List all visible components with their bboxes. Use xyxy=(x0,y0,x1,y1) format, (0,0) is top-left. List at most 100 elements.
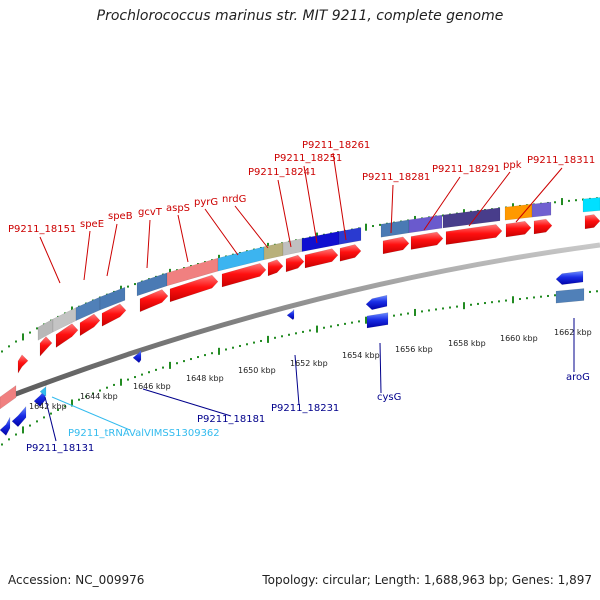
scale-label: 1660 kbp xyxy=(500,334,538,343)
forward-feature xyxy=(99,286,126,311)
gene-label-forward[interactable]: nrdG xyxy=(222,194,246,205)
tick-lower xyxy=(554,294,556,297)
tick-lower xyxy=(463,302,465,310)
tick-lower xyxy=(225,348,227,351)
tick-lower xyxy=(239,344,241,347)
gene-label-forward[interactable]: P9211_18281 xyxy=(362,172,430,183)
tick-lower xyxy=(148,371,150,374)
tick-lower xyxy=(288,333,290,336)
forward-feature xyxy=(582,197,600,213)
tick-lower xyxy=(232,346,234,349)
forward-cds xyxy=(382,236,410,255)
gene-label-forward[interactable]: P9211_18251 xyxy=(274,153,342,164)
gene-label-forward[interactable]: ppk xyxy=(503,160,522,171)
tick-lower xyxy=(43,416,45,419)
tick-lower xyxy=(218,347,220,355)
tick-lower xyxy=(120,378,122,386)
tick-lower xyxy=(533,296,535,299)
tick-lower xyxy=(85,395,87,398)
label-connector xyxy=(204,208,239,256)
accession-label: Accession: NC_009976 xyxy=(8,573,145,587)
scale-label: 1654 kbp xyxy=(342,351,380,360)
tick-lower xyxy=(169,361,171,369)
tick-lower xyxy=(309,329,311,332)
tick-lower xyxy=(330,325,332,328)
gene-label-reverse[interactable]: cysG xyxy=(377,392,401,403)
tick-upper xyxy=(554,201,556,204)
forward-cds xyxy=(445,224,503,245)
reverse-trna xyxy=(39,383,47,398)
tick-lower xyxy=(393,314,395,317)
feature-tracks xyxy=(0,197,600,436)
tick-lower xyxy=(295,332,297,335)
tick-lower xyxy=(323,326,325,329)
gene-label-forward[interactable]: P9211_18291 xyxy=(432,164,500,175)
gene-label-reverse[interactable]: P9211_18131 xyxy=(26,443,94,454)
scale-label: 1648 kbp xyxy=(186,374,224,383)
label-connector xyxy=(234,205,269,249)
gene-label-forward[interactable]: P9211_18261 xyxy=(302,140,370,151)
genome-summary: Topology: circular; Length: 1,688,963 bp… xyxy=(262,573,592,587)
forward-cds xyxy=(169,274,219,303)
label-connector xyxy=(390,184,394,234)
tick-lower xyxy=(470,303,472,306)
tick-lower xyxy=(71,399,73,407)
scale-label: 1642 kbp xyxy=(29,402,67,411)
tick-upper xyxy=(568,199,570,202)
tick-lower xyxy=(190,358,192,361)
gene-label-forward[interactable]: speB xyxy=(108,211,133,222)
forward-feature xyxy=(504,203,533,221)
tick-lower xyxy=(57,408,59,411)
gene-label-reverse[interactable]: aroG xyxy=(566,372,590,383)
gene-label-forward[interactable]: P9211_18311 xyxy=(527,155,595,166)
tick-lower xyxy=(442,307,444,310)
label-connector xyxy=(515,167,563,223)
reverse-cds xyxy=(365,294,388,310)
gene-label-reverse[interactable]: P9211_18231 xyxy=(271,403,339,414)
forward-cds xyxy=(533,218,553,235)
tick-lower xyxy=(400,313,402,316)
label-connector xyxy=(468,171,511,227)
gene-label-reverse[interactable]: P9211_tRNAValVIMSS1309362 xyxy=(68,428,220,439)
gene-label-forward[interactable]: gcvT xyxy=(138,207,163,218)
tick-upper xyxy=(372,225,374,228)
forward-feature xyxy=(380,219,410,238)
gene-label-forward[interactable]: aspS xyxy=(166,203,190,214)
label-connector xyxy=(379,342,382,394)
tick-lower xyxy=(526,297,528,300)
forward-feature xyxy=(282,238,303,256)
tick-lower xyxy=(316,325,318,333)
scale-label: 1658 kbp xyxy=(448,339,486,348)
tick-lower xyxy=(36,420,38,423)
label-connector xyxy=(423,176,461,231)
tick-lower xyxy=(498,300,500,303)
gene-label-reverse[interactable]: P9211_18181 xyxy=(197,414,265,425)
tick-upper xyxy=(575,199,577,202)
label-connectors xyxy=(39,152,575,442)
tick-upper xyxy=(8,345,10,348)
tick-lower xyxy=(337,324,339,327)
gene-label-forward[interactable]: speE xyxy=(80,219,104,230)
gene-label-forward[interactable]: pyrG xyxy=(194,197,218,208)
tick-lower xyxy=(281,335,283,338)
tick-lower xyxy=(519,297,521,300)
tick-lower xyxy=(50,412,52,415)
gene-label-forward[interactable]: P9211_18241 xyxy=(248,167,316,178)
forward-cds xyxy=(39,336,53,357)
tick-lower xyxy=(491,301,493,304)
tick-lower xyxy=(15,433,17,436)
forward-cds xyxy=(55,323,79,348)
label-connector xyxy=(106,223,118,277)
tick-lower xyxy=(197,356,199,359)
gene-label-forward[interactable]: P9211_18151 xyxy=(8,224,76,235)
tick-lower xyxy=(78,398,80,401)
forward-cds xyxy=(79,313,101,337)
tick-lower xyxy=(267,335,269,343)
reverse-cds xyxy=(555,270,584,285)
map-title: Prochlorococcus marinus str. MIT 9211, c… xyxy=(96,8,504,24)
tick-upper xyxy=(379,223,381,226)
tick-upper xyxy=(365,223,367,231)
tick-lower xyxy=(484,302,486,305)
tick-upper xyxy=(22,333,24,341)
